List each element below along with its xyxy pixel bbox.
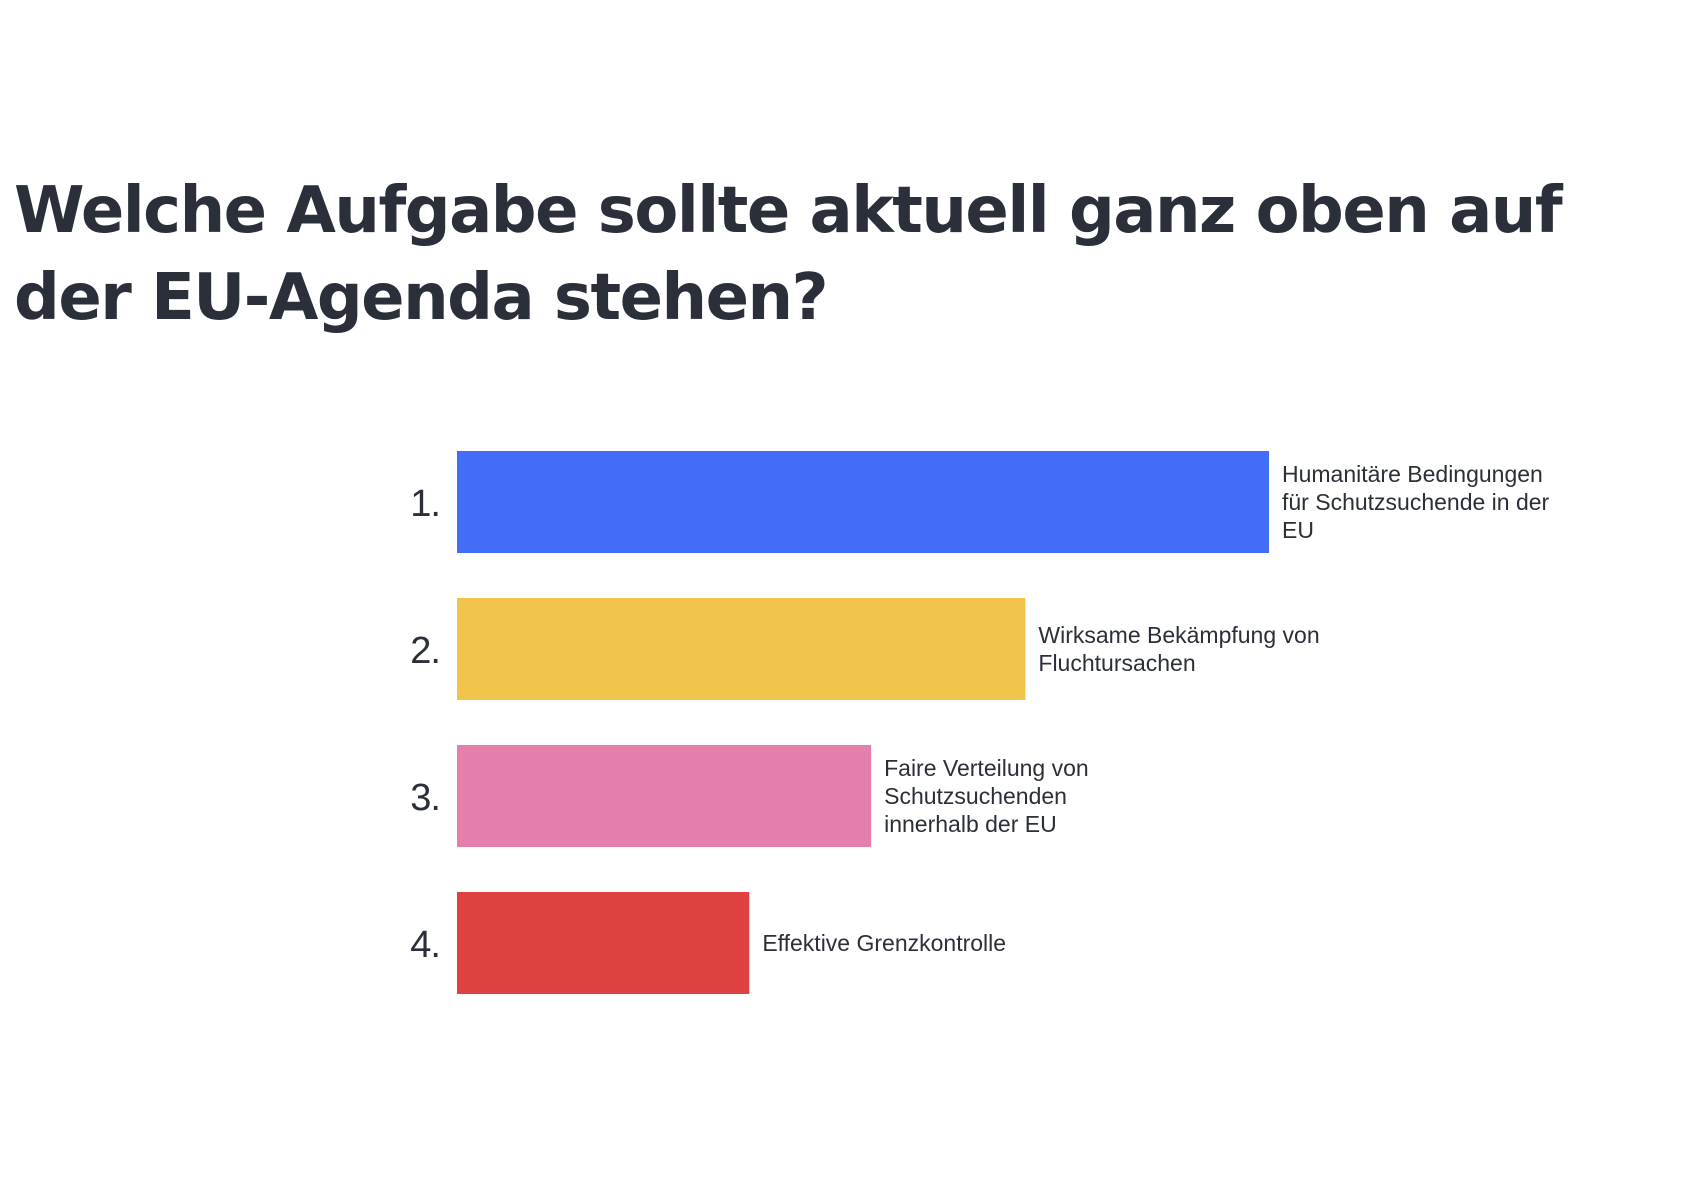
bar bbox=[457, 598, 1026, 700]
bar bbox=[457, 892, 750, 994]
bar-label: Humanitäre Bedingungen für Schutzsuchende… bbox=[1282, 461, 1550, 543]
bar-label-line: Faire Verteilung von bbox=[884, 755, 1089, 781]
rank-label: 3. bbox=[410, 777, 440, 819]
chart-title: Welche Aufgabe sollte aktuell ganz oben … bbox=[14, 174, 1563, 335]
bar-label-line: Schutzsuchenden bbox=[884, 783, 1067, 809]
bar-label-line: Fluchtursachen bbox=[1038, 650, 1195, 676]
bar-label: Wirksame Bekämpfung von Fluchtursachen bbox=[1038, 622, 1319, 676]
rank-label: 4. bbox=[410, 924, 440, 966]
bar-label-line: für Schutzsuchende in der bbox=[1282, 489, 1550, 515]
rank-label: 1. bbox=[410, 483, 440, 525]
bar-label-line: innerhalb der EU bbox=[884, 811, 1057, 837]
bar-label-line: EU bbox=[1282, 517, 1314, 543]
bar-label-line: Effektive Grenzkontrolle bbox=[762, 930, 1006, 956]
bar-label-line: Wirksame Bekämpfung von bbox=[1038, 622, 1319, 648]
bar bbox=[457, 451, 1269, 553]
rank-label: 2. bbox=[410, 630, 440, 672]
bar bbox=[457, 745, 872, 847]
bar-label-line: Humanitäre Bedingungen bbox=[1282, 461, 1543, 487]
bar-label: Effektive Grenzkontrolle bbox=[762, 930, 1006, 956]
bar-label: Faire Verteilung von Schutzsuchenden inner… bbox=[884, 755, 1089, 837]
